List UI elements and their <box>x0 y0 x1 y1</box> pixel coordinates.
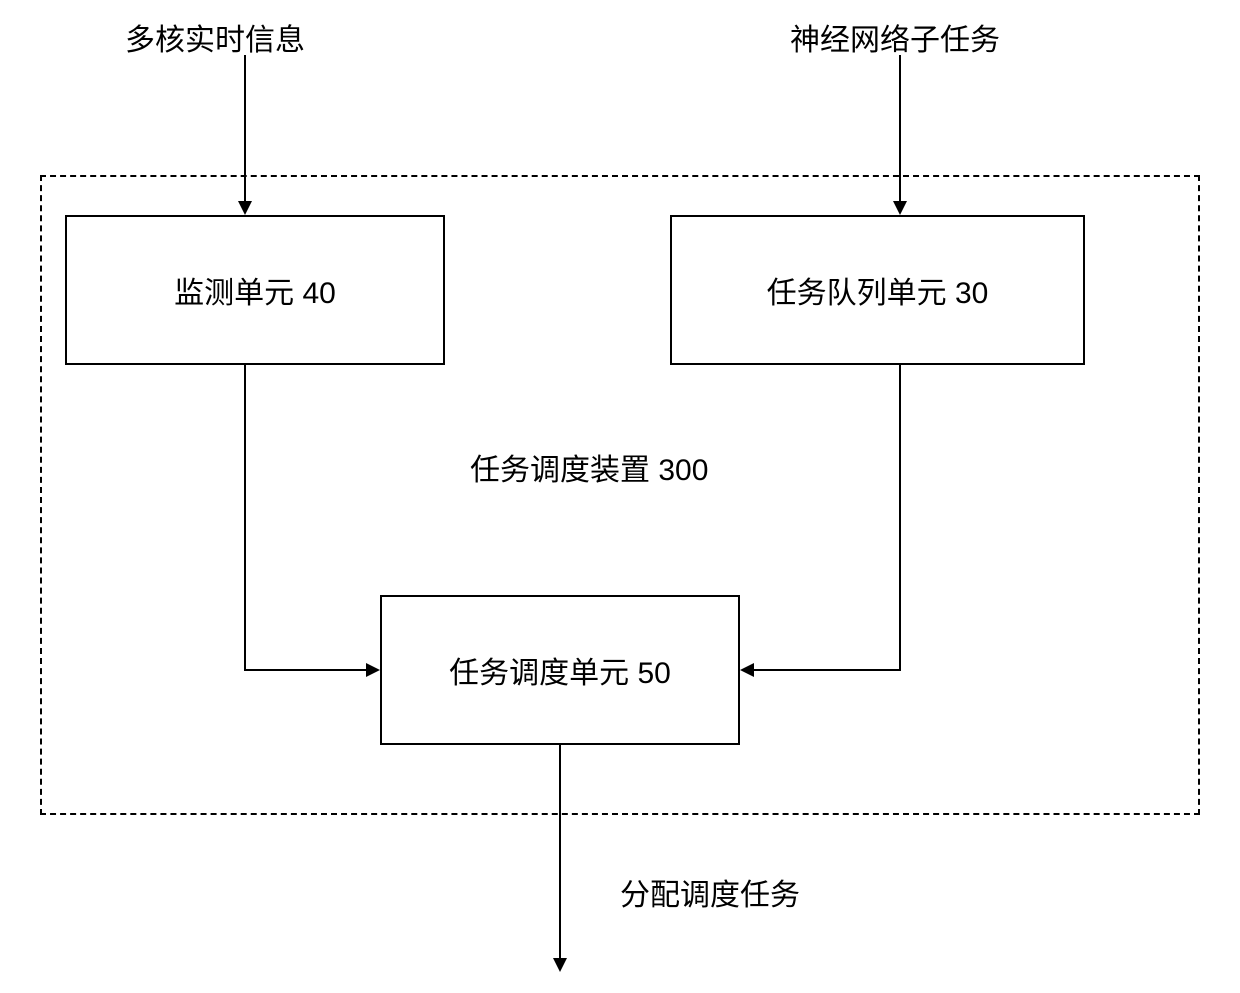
edge-box50-to-out <box>0 0 1240 993</box>
